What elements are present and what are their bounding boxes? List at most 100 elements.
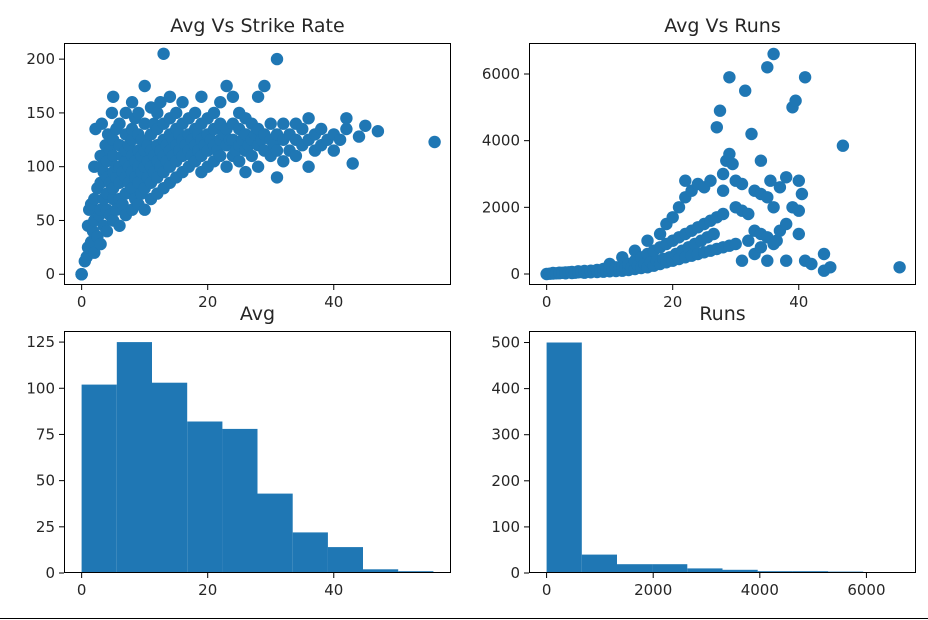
scatter-point xyxy=(359,119,372,132)
scatter-point xyxy=(258,79,271,93)
y-tick-label: 0 xyxy=(510,564,520,582)
scatter-point xyxy=(792,204,805,217)
scatter-point xyxy=(239,165,252,179)
scatter-point xyxy=(157,47,170,60)
y-tick-label: 200 xyxy=(491,472,520,490)
scatter-point xyxy=(713,104,727,117)
histogram-bar xyxy=(722,569,758,573)
scatter-point xyxy=(95,117,109,130)
histogram-bar xyxy=(617,564,653,573)
scatter-point xyxy=(277,117,290,130)
y-tick-label: 4000 xyxy=(482,132,520,150)
scatter-point xyxy=(340,112,353,125)
scatter-point xyxy=(119,106,132,120)
y-tick-label: 100 xyxy=(26,158,55,176)
histogram-bar xyxy=(652,564,688,573)
histogram-runs: Runs 0 2000 4000 6000 0 100 200 300 400 500 xyxy=(491,303,916,599)
scatter-point xyxy=(264,117,277,130)
scatter-point xyxy=(151,106,164,120)
scatter-point xyxy=(824,261,837,274)
scatter-point xyxy=(116,198,129,211)
scatter-point xyxy=(371,125,385,138)
scatter-point xyxy=(302,160,315,173)
scatter-point xyxy=(761,191,774,204)
histogram-bar xyxy=(81,384,117,573)
x-tick-label: 6000 xyxy=(847,581,885,599)
y-tick-label: 50 xyxy=(36,211,55,229)
scatter-point xyxy=(428,135,441,149)
histogram-bar xyxy=(222,428,258,573)
scatter-point xyxy=(352,130,366,143)
scatter-point xyxy=(277,155,290,168)
scatter-point xyxy=(745,127,758,141)
scatter-point xyxy=(780,217,793,231)
axes-frame xyxy=(529,331,916,573)
scatter-point xyxy=(710,121,723,134)
scatter-point xyxy=(723,147,736,161)
y-tick-label: 0 xyxy=(45,564,55,582)
scatter-point xyxy=(251,90,265,104)
scatter-point xyxy=(679,174,692,187)
y-tick-label: 100 xyxy=(26,379,55,397)
scatter-point xyxy=(340,122,353,136)
histogram-bar xyxy=(152,382,188,573)
scatter-point xyxy=(893,261,906,274)
axes-frame xyxy=(529,43,916,285)
scatter-point xyxy=(220,79,233,93)
scatter-point xyxy=(270,171,284,184)
chart-title: Avg Vs Runs xyxy=(664,15,781,37)
histogram-bar xyxy=(687,568,723,573)
x-tick-label: 40 xyxy=(789,293,808,311)
scatter-point xyxy=(251,160,265,173)
scatter-point xyxy=(220,160,233,173)
scatter-point xyxy=(107,149,120,163)
scatter-point xyxy=(716,207,730,221)
scatter-point xyxy=(170,106,183,120)
scatter-point xyxy=(113,117,126,130)
y-tick-label: 0 xyxy=(510,265,520,283)
scatter-point xyxy=(207,106,221,120)
scatter-point xyxy=(107,90,120,104)
scatter-point xyxy=(742,207,755,221)
y-tick-label: 400 xyxy=(491,380,520,398)
histogram-bar xyxy=(546,342,582,573)
scatter-point xyxy=(88,246,101,259)
scatter-point xyxy=(214,149,227,163)
scatter-point xyxy=(666,211,679,224)
histogram-bar xyxy=(292,532,328,573)
histogram-bar xyxy=(257,493,293,573)
chart-title: Avg Vs Strike Rate xyxy=(170,15,344,37)
scatter-point xyxy=(132,106,145,120)
scatter-point xyxy=(176,96,189,109)
scatter-point xyxy=(770,234,783,247)
histogram-bar xyxy=(581,554,617,573)
scatter-point xyxy=(245,149,258,163)
scatter-point xyxy=(270,52,284,66)
scatter-point xyxy=(672,201,686,214)
x-tick-label: 20 xyxy=(198,581,217,599)
y-tick-label: 50 xyxy=(36,472,55,490)
histogram-avg: Avg 0 20 40 0 25 50 75 100 125 xyxy=(26,303,451,599)
scatter-point xyxy=(641,234,654,247)
scatter-point xyxy=(233,155,246,168)
scatter-point xyxy=(836,139,850,152)
scatter-point xyxy=(94,237,107,251)
chart-title: Runs xyxy=(699,303,745,325)
scatter-point xyxy=(735,177,749,191)
scatter-point xyxy=(113,219,126,232)
scatter-point xyxy=(195,90,208,104)
y-tick-label: 75 xyxy=(36,425,55,443)
scatter-point xyxy=(88,192,101,206)
scatter-point xyxy=(138,79,151,93)
y-tick-label: 100 xyxy=(491,518,520,536)
scatter-point xyxy=(704,174,717,187)
scatter-point xyxy=(138,203,151,216)
scatter-point xyxy=(780,254,793,267)
scatter-point xyxy=(214,96,227,109)
x-tick-label: 40 xyxy=(324,581,343,599)
scatter-point xyxy=(138,117,151,130)
scatter-avg-vs-strike-rate: Avg Vs Strike Rate 0 20 40 0 50 100 150 200 xyxy=(26,15,451,311)
histogram-bar xyxy=(363,569,399,573)
scatter-point xyxy=(333,133,347,146)
scatter-point xyxy=(723,71,736,84)
